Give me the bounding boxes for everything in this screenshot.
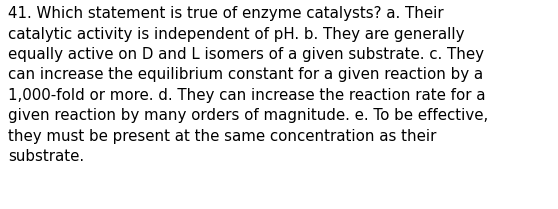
Text: 41. Which statement is true of enzyme catalysts? a. Their
catalytic activity is : 41. Which statement is true of enzyme ca…	[8, 6, 489, 164]
